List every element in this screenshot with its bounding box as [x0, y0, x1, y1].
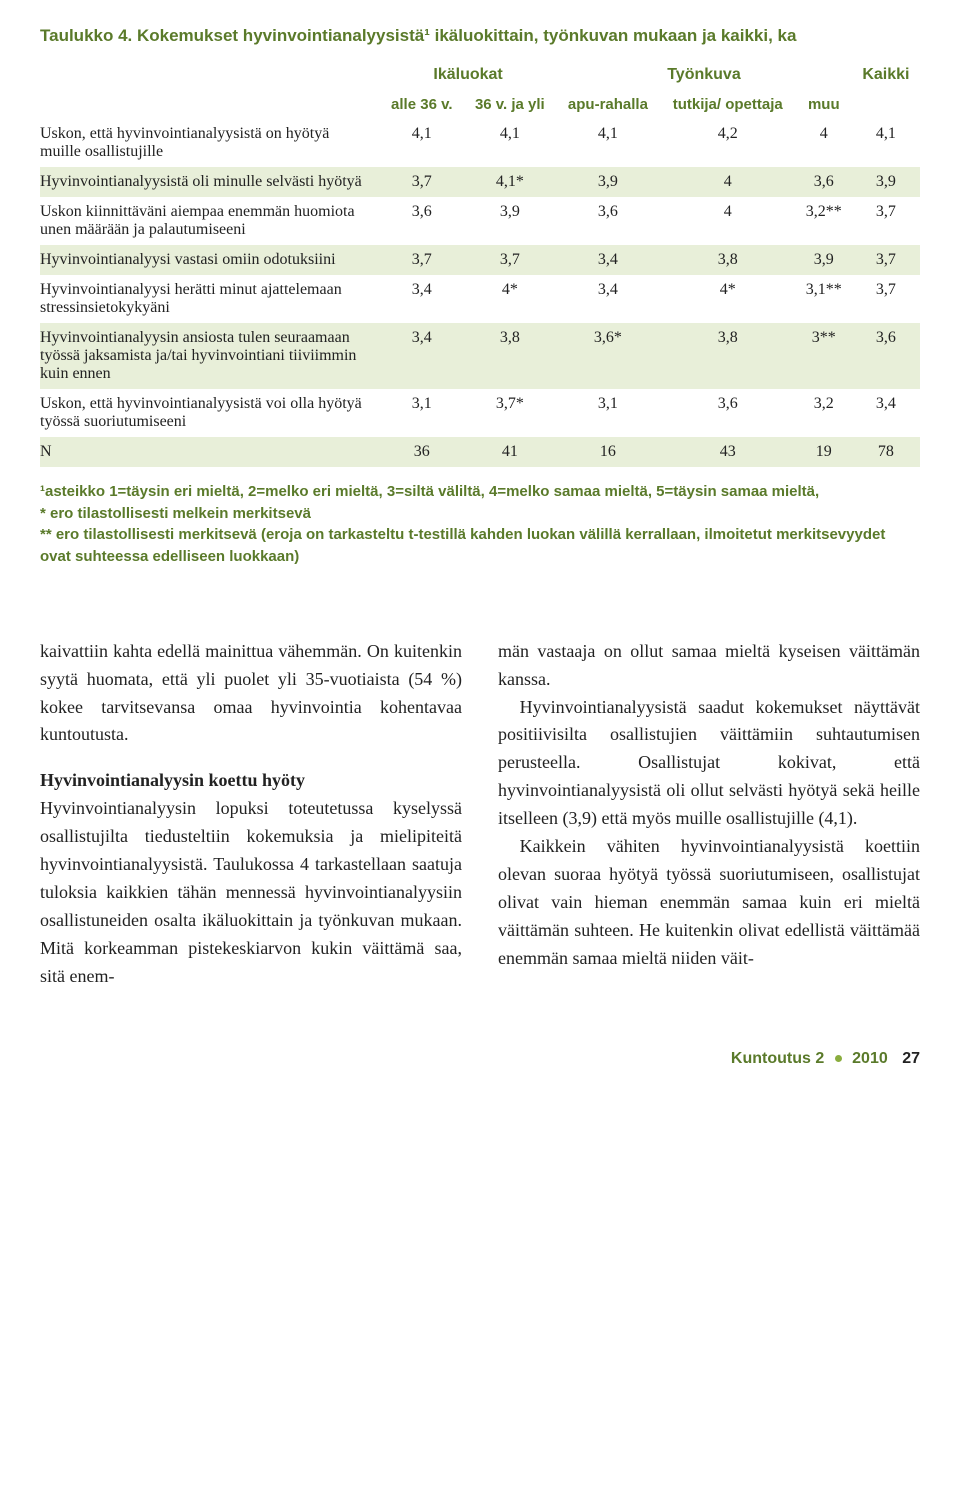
cell-value: 4*: [660, 275, 796, 323]
cell-value: 4,1: [380, 119, 464, 167]
data-table: Ikäluokat Työnkuva Kaikki alle 36 v. 36 …: [40, 60, 920, 467]
cell-value: 3,8: [660, 245, 796, 275]
table-row: Hyvinvointianalyysin ansiosta tulen seur…: [40, 323, 920, 389]
table-row: Uskon, että hyvinvointianalyysistä voi o…: [40, 389, 920, 437]
left-p2: Hyvinvointianalyysin lopuksi toteutetuss…: [40, 795, 462, 990]
cell-value: 3,9: [464, 197, 557, 245]
cell-value: 3,6: [556, 197, 660, 245]
header-kaikki: Kaikki: [852, 60, 920, 119]
subheader-c3: apu-rahalla: [556, 90, 660, 119]
subheader-c5: muu: [796, 90, 852, 119]
table-body: Uskon, että hyvinvointianalyysistä on hy…: [40, 119, 920, 467]
cell-value: 4: [660, 167, 796, 197]
cell-value: 3,7*: [464, 389, 557, 437]
table-footnote: ¹asteikko 1=täysin eri mieltä, 2=melko e…: [40, 481, 920, 568]
cell-value: 3,1: [380, 389, 464, 437]
cell-value: 16: [556, 437, 660, 467]
subheader-c2: 36 v. ja yli: [464, 90, 557, 119]
cell-value: 4,1: [464, 119, 557, 167]
cell-value: 3,6: [796, 167, 852, 197]
cell-value: 4: [796, 119, 852, 167]
row-label: N: [40, 437, 380, 467]
right-p1: män vastaaja on ollut samaa mieltä kysei…: [498, 638, 920, 694]
body-col-right: män vastaaja on ollut samaa mieltä kysei…: [498, 638, 920, 991]
cell-value: 3,4: [556, 245, 660, 275]
cell-value: 3,8: [660, 323, 796, 389]
cell-value: 3,7: [852, 245, 920, 275]
cell-value: 3**: [796, 323, 852, 389]
row-label: Hyvinvointianalyysistä oli minulle selvä…: [40, 167, 380, 197]
cell-value: 4,1: [852, 119, 920, 167]
cell-value: 3,7: [852, 197, 920, 245]
table-group-header-row: Ikäluokat Työnkuva Kaikki: [40, 60, 920, 90]
row-label: Hyvinvointianalyysin ansiosta tulen seur…: [40, 323, 380, 389]
cell-value: 3,7: [852, 275, 920, 323]
subheader-c1: alle 36 v.: [380, 90, 464, 119]
footer-year: 2010: [852, 1050, 888, 1067]
cell-value: 3,9: [852, 167, 920, 197]
table-row: Hyvinvointianalyysi herätti minut ajatte…: [40, 275, 920, 323]
cell-value: 3,4: [852, 389, 920, 437]
cell-value: 3,6: [380, 197, 464, 245]
cell-value: 3,9: [796, 245, 852, 275]
cell-value: 3,4: [380, 275, 464, 323]
header-tyonkuva: Työnkuva: [556, 60, 852, 90]
cell-value: 3,6: [660, 389, 796, 437]
cell-value: 3,4: [380, 323, 464, 389]
body-columns: kaivattiin kahta edellä mainittua vähemm…: [40, 638, 920, 991]
cell-value: 4*: [464, 275, 557, 323]
row-label: Uskon, että hyvinvointianalyysistä voi o…: [40, 389, 380, 437]
row-label: Hyvinvointianalyysi vastasi omiin odotuk…: [40, 245, 380, 275]
left-subhead: Hyvinvointianalyysin koettu hyöty: [40, 767, 462, 795]
cell-value: 3,8: [464, 323, 557, 389]
cell-value: 4,2: [660, 119, 796, 167]
cell-value: 3,4: [556, 275, 660, 323]
subheader-spacer: [40, 90, 380, 119]
cell-value: 3,1: [556, 389, 660, 437]
cell-value: 4,1*: [464, 167, 557, 197]
right-p3: Kaikkein vähiten hyvinvointianalyysis­tä…: [498, 833, 920, 972]
cell-value: 19: [796, 437, 852, 467]
page-footer: Kuntoutus 2 2010 27: [40, 1050, 920, 1092]
subheader-c4: tutkija/ opettaja: [660, 90, 796, 119]
table-row: N364116431978: [40, 437, 920, 467]
table-row: Uskon kiinnittäväni aiempaa enemmän huom…: [40, 197, 920, 245]
cell-value: 4,1: [556, 119, 660, 167]
body-col-left: kaivattiin kahta edellä mainittua vähemm…: [40, 638, 462, 991]
cell-value: 3,2: [796, 389, 852, 437]
cell-value: 3,7: [380, 167, 464, 197]
row-label: Uskon, että hyvinvointianalyysistä on hy…: [40, 119, 380, 167]
cell-value: 3,2**: [796, 197, 852, 245]
footer-journal: Kuntoutus 2: [731, 1050, 824, 1067]
cell-value: 3,6: [852, 323, 920, 389]
cell-value: 3,7: [464, 245, 557, 275]
cell-value: 3,1**: [796, 275, 852, 323]
cell-value: 3,7: [380, 245, 464, 275]
table-row: Hyvinvointianalyysi vastasi omiin odotuk…: [40, 245, 920, 275]
table-row: Uskon, että hyvinvointianalyysistä on hy…: [40, 119, 920, 167]
cell-value: 41: [464, 437, 557, 467]
cell-value: 78: [852, 437, 920, 467]
header-ikaluokat: Ikäluokat: [380, 60, 556, 90]
right-p2: Hyvinvointianalyysistä saadut koke­mukse…: [498, 694, 920, 833]
cell-value: 36: [380, 437, 464, 467]
cell-value: 3,6*: [556, 323, 660, 389]
cell-value: 3,9: [556, 167, 660, 197]
cell-value: 43: [660, 437, 796, 467]
table-sub-header-row: alle 36 v. 36 v. ja yli apu-rahalla tutk…: [40, 90, 920, 119]
row-label: Hyvinvointianalyysi herätti minut ajatte…: [40, 275, 380, 323]
cell-value: 4: [660, 197, 796, 245]
footer-dot-icon: [835, 1055, 842, 1062]
footer-page-number: 27: [902, 1050, 920, 1067]
row-label: Uskon kiinnittäväni aiempaa enemmän huom…: [40, 197, 380, 245]
header-spacer: [40, 60, 380, 90]
left-p1: kaivattiin kahta edellä mainittua vähemm…: [40, 638, 462, 750]
table-title: Taulukko 4. Kokemukset hyvinvointianalyy…: [40, 24, 920, 48]
table-row: Hyvinvointianalyysistä oli minulle selvä…: [40, 167, 920, 197]
